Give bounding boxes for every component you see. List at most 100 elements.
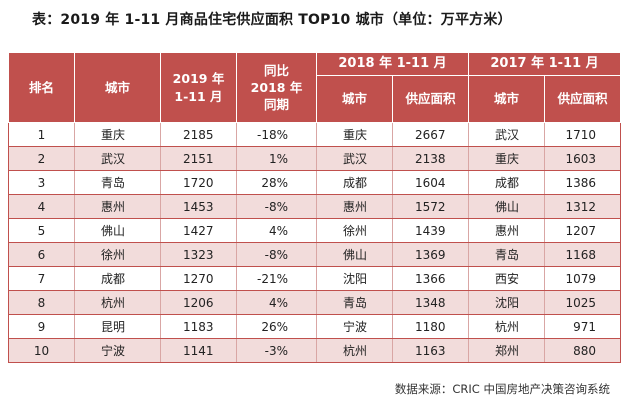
header-supply-2018: 供应面积 <box>391 75 470 123</box>
cell-rank: 8 <box>8 290 75 315</box>
cell-supply-2018: 1163 <box>391 338 469 363</box>
cell-supply-2019: 1183 <box>160 314 237 339</box>
data-source: 数据来源：CRIC 中国房地产决策咨询系统 <box>394 382 610 396</box>
cell-supply-2018: 1369 <box>391 242 469 267</box>
cell-city: 武汉 <box>74 146 161 171</box>
header-yoy: 同比 2018 年 同期 <box>236 52 317 123</box>
cell-supply-2017: 1079 <box>544 266 622 291</box>
cell-yoy: -8% <box>236 194 317 219</box>
cell-supply-2018: 1366 <box>391 266 469 291</box>
header-city: 城市 <box>74 52 161 123</box>
cell-city-2018: 沈阳 <box>316 266 393 291</box>
cell-supply-2018: 2138 <box>391 146 469 171</box>
supply-table: 排名 城市 2019 年 1-11 月 同比 2018 年 同期 2018 年 … <box>8 52 622 363</box>
header-city-2017: 城市 <box>468 75 546 123</box>
cell-supply-2018: 1604 <box>391 170 469 195</box>
cell-city-2017: 青岛 <box>468 242 545 267</box>
cell-supply-2019: 1427 <box>160 218 237 243</box>
cell-supply-2018: 1572 <box>391 194 469 219</box>
cell-yoy: 4% <box>236 290 317 315</box>
cell-city-2017: 郑州 <box>468 338 545 363</box>
cell-supply-2017: 1386 <box>544 170 622 195</box>
cell-rank: 4 <box>8 194 75 219</box>
cell-rank: 2 <box>8 146 75 171</box>
cell-city: 佛山 <box>74 218 161 243</box>
cell-rank: 7 <box>8 266 75 291</box>
cell-city-2018: 青岛 <box>316 290 393 315</box>
cell-city-2018: 徐州 <box>316 218 393 243</box>
table-row: 4 惠州 1453 -8% 惠州 1572 佛山 1312 <box>8 194 622 219</box>
table-title: 表：2019 年 1-11 月商品住宅供应面积 TOP10 城市（单位：万平方米… <box>32 12 512 28</box>
cell-supply-2017: 1207 <box>544 218 622 243</box>
cell-supply-2019: 1720 <box>160 170 237 195</box>
cell-city-2018: 佛山 <box>316 242 393 267</box>
header-rank: 排名 <box>8 52 75 123</box>
cell-city: 青岛 <box>74 170 161 195</box>
cell-city-2017: 惠州 <box>468 218 545 243</box>
cell-rank: 3 <box>8 170 75 195</box>
cell-supply-2019: 1206 <box>160 290 237 315</box>
cell-supply-2019: 1270 <box>160 266 237 291</box>
cell-supply-2018: 1348 <box>391 290 469 315</box>
cell-yoy: 1% <box>236 146 317 171</box>
cell-supply-2018: 1439 <box>391 218 469 243</box>
table-row: 7 成都 1270 -21% 沈阳 1366 西安 1079 <box>8 266 622 291</box>
cell-supply-2019: 2185 <box>160 122 237 147</box>
cell-city: 宁波 <box>74 338 161 363</box>
cell-supply-2017: 1025 <box>544 290 622 315</box>
cell-city-2017: 武汉 <box>468 122 545 147</box>
cell-rank: 10 <box>8 338 75 363</box>
table-row: 9 昆明 1183 26% 宁波 1180 杭州 971 <box>8 314 622 339</box>
cell-city-2018: 惠州 <box>316 194 393 219</box>
cell-supply-2017: 1312 <box>544 194 622 219</box>
cell-city: 徐州 <box>74 242 161 267</box>
cell-yoy: 4% <box>236 218 317 243</box>
cell-rank: 9 <box>8 314 75 339</box>
table-row: 10 宁波 1141 -3% 杭州 1163 郑州 880 <box>8 338 622 363</box>
header-supply-2017: 供应面积 <box>544 75 622 123</box>
cell-rank: 1 <box>8 122 75 147</box>
cell-city-2018: 宁波 <box>316 314 393 339</box>
cell-supply-2017: 1710 <box>544 122 622 147</box>
cell-rank: 6 <box>8 242 75 267</box>
cell-city-2017: 沈阳 <box>468 290 545 315</box>
cell-yoy: 26% <box>236 314 317 339</box>
cell-yoy: -18% <box>236 122 317 147</box>
cell-city-2017: 西安 <box>468 266 545 291</box>
cell-yoy: -8% <box>236 242 317 267</box>
table-body: 1 重庆 2185 -18% 重庆 2667 武汉 1710 2 武汉 2151 1% 武汉 2138 重庆… <box>8 122 622 363</box>
cell-supply-2019: 2151 <box>160 146 237 171</box>
cell-supply-2017: 1168 <box>544 242 622 267</box>
cell-city: 惠州 <box>74 194 161 219</box>
cell-city-2018: 杭州 <box>316 338 393 363</box>
table-row: 2 武汉 2151 1% 武汉 2138 重庆 1603 <box>8 146 622 171</box>
cell-supply-2017: 880 <box>544 338 622 363</box>
cell-city-2017: 杭州 <box>468 314 545 339</box>
cell-city-2017: 成都 <box>468 170 545 195</box>
header-city-2018: 城市 <box>316 75 393 123</box>
cell-supply-2019: 1323 <box>160 242 237 267</box>
header-group-2017: 2017 年 1-11 月 <box>468 52 622 76</box>
table-row: 3 青岛 1720 28% 成都 1604 成都 1386 <box>8 170 622 195</box>
cell-yoy: 28% <box>236 170 317 195</box>
cell-city-2018: 重庆 <box>316 122 393 147</box>
table-row: 6 徐州 1323 -8% 佛山 1369 青岛 1168 <box>8 242 622 267</box>
cell-supply-2017: 1603 <box>544 146 622 171</box>
cell-supply-2019: 1141 <box>160 338 237 363</box>
cell-supply-2018: 1180 <box>391 314 469 339</box>
cell-supply-2018: 2667 <box>391 122 469 147</box>
table-row: 5 佛山 1427 4% 徐州 1439 惠州 1207 <box>8 218 622 243</box>
cell-city-2017: 重庆 <box>468 146 545 171</box>
cell-city: 杭州 <box>74 290 161 315</box>
cell-city-2018: 武汉 <box>316 146 393 171</box>
cell-city-2017: 佛山 <box>468 194 545 219</box>
cell-supply-2019: 1453 <box>160 194 237 219</box>
header-group-2018: 2018 年 1-11 月 <box>315 52 470 76</box>
cell-city: 成都 <box>74 266 161 291</box>
table-row: 1 重庆 2185 -18% 重庆 2667 武汉 1710 <box>8 122 622 147</box>
cell-city: 重庆 <box>74 122 161 147</box>
cell-city: 昆明 <box>74 314 161 339</box>
cell-yoy: -21% <box>236 266 317 291</box>
cell-city-2018: 成都 <box>316 170 393 195</box>
cell-supply-2017: 971 <box>544 314 622 339</box>
